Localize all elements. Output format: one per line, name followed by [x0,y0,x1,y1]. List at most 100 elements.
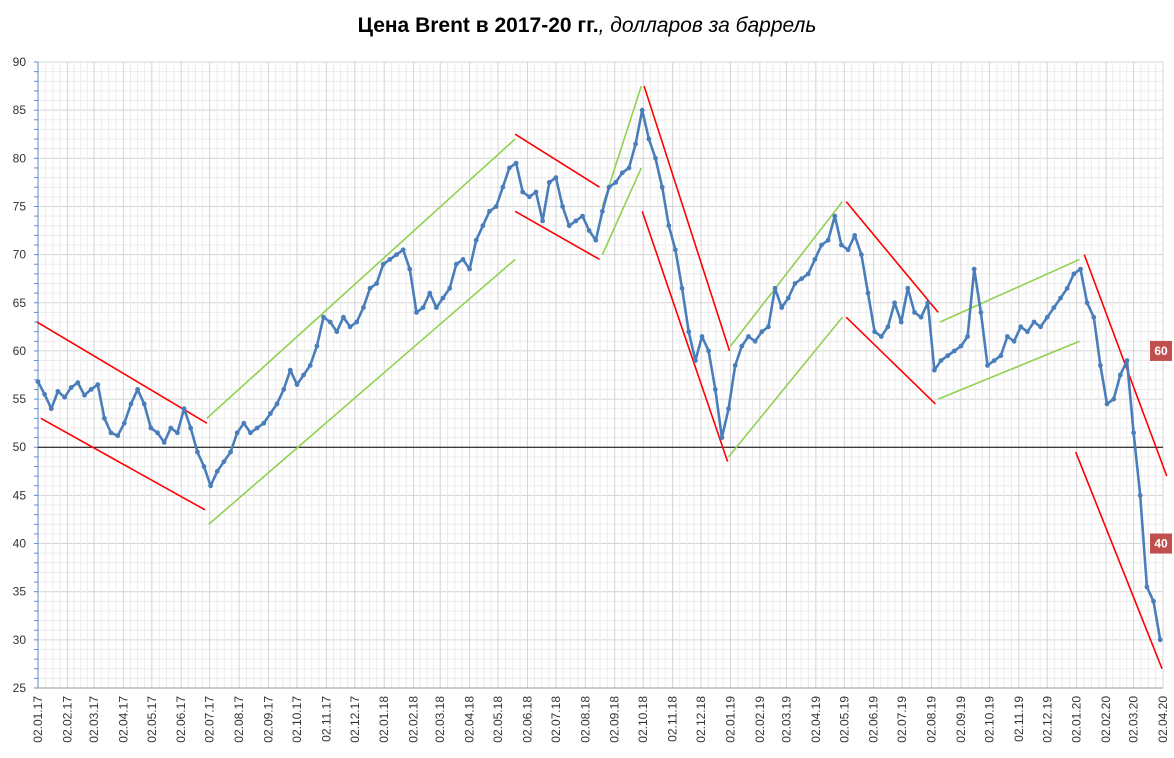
price-point [898,319,904,325]
price-point [533,189,539,195]
price-point [905,285,911,291]
price-point [785,295,791,301]
price-point [699,334,705,339]
trendline-red [36,321,208,424]
x-tick-label: 02.02.20 [1099,696,1113,743]
price-point [805,271,811,277]
price-point [480,223,486,229]
x-tick-label: 02.06.17 [174,696,188,743]
x-tick-label: 02.04.20 [1156,696,1170,743]
x-tick-label: 02.11.18 [666,696,680,742]
price-point [341,314,346,320]
price-point [181,406,187,412]
level-badges: 60 40 [1150,340,1172,554]
x-tick-label: 02.01.20 [1070,696,1084,743]
price-point [1058,295,1063,301]
x-tick-label: 02.04.17 [116,696,130,743]
price-point [102,415,107,421]
price-point [68,385,74,390]
price-point [88,387,94,392]
price-point [440,295,446,301]
price-point [1038,324,1043,330]
price-point [268,411,273,416]
x-tick-label: 02.01.18 [377,696,391,743]
price-point [420,305,426,310]
price-point [374,281,379,286]
price-point [387,257,393,262]
price-point [925,300,931,306]
price-point [367,285,373,291]
y-tick-label: 85 [13,103,27,117]
price-point [746,334,751,339]
y-tick-label: 90 [13,55,27,69]
x-tick-label: 02.03.17 [87,696,101,743]
price-point [938,358,944,363]
trendline-green [939,258,1080,323]
price-point [639,107,645,113]
price-point [274,401,280,407]
chart-title-sub: , долларов за баррель [598,14,817,37]
price-point [666,223,672,229]
price-point [825,237,831,243]
price-point [95,382,101,387]
price-point [108,430,114,436]
price-point [287,367,293,373]
price-point [1044,314,1050,320]
x-tick-label: 02.07.19 [895,696,909,743]
price-point [221,459,227,465]
x-tick-label: 02.04.18 [463,696,477,743]
price-point [321,314,326,320]
price-point [35,379,41,385]
price-point [62,394,67,400]
price-point [427,290,433,296]
price-point [706,348,711,354]
price-point [1084,300,1090,306]
price-point [294,382,300,387]
price-point [487,208,492,214]
y-tick-label: 50 [13,440,27,454]
price-point [121,420,127,426]
x-tick-label: 02.05.19 [837,696,851,743]
price-point [859,252,864,257]
price-point [653,155,658,161]
trendline-green [208,258,516,525]
price-point [1104,401,1110,407]
trendline-green [727,316,844,458]
price-point [779,305,785,310]
trendline-red [845,316,936,405]
price-point [958,343,964,349]
price-point [566,223,572,229]
price-point [892,300,897,306]
price-point [155,430,160,436]
price-point [354,319,360,325]
price-point [852,233,858,238]
x-tick-label: 02.07.18 [549,696,563,743]
price-point [1071,271,1077,277]
price-point [693,358,698,363]
price-point [985,363,990,368]
x-tick-label: 02.08.19 [925,696,939,743]
price-point [168,425,174,431]
price-point [128,401,134,407]
level-badge-40 [1150,533,1172,554]
y-tick-label: 55 [13,392,27,406]
y-tick-label: 45 [13,488,27,502]
price-point [347,324,353,330]
x-tick-label: 02.02.19 [753,696,767,743]
price-point [400,247,406,253]
x-tick-label: 02.03.19 [779,696,793,743]
y-tick-label: 65 [13,296,27,310]
price-point [673,247,678,253]
y-tick-label: 40 [13,537,27,551]
x-tick-label: 02.02.18 [407,696,421,743]
x-tick-label: 02.09.19 [954,696,968,743]
price-point [327,319,333,325]
x-tick-label: 02.12.19 [1040,696,1054,743]
x-tick-label: 02.10.18 [636,696,650,743]
price-point [1005,334,1010,339]
grid [37,61,1164,689]
price-point [932,367,937,373]
price-point [951,348,957,354]
x-tick-label: 02.06.18 [520,696,534,743]
